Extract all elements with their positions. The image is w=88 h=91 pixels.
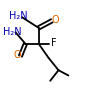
Text: O: O (13, 50, 21, 60)
Text: O: O (51, 15, 59, 25)
Text: F: F (51, 38, 56, 48)
Text: H₂N: H₂N (10, 11, 28, 21)
Text: H₂N: H₂N (3, 27, 21, 37)
